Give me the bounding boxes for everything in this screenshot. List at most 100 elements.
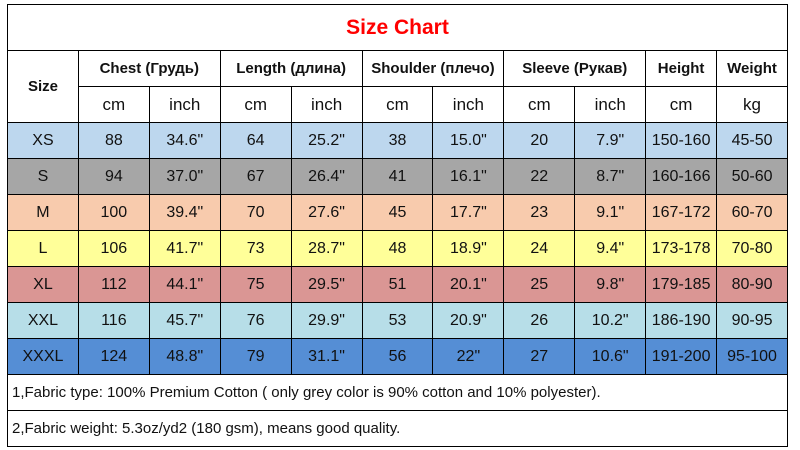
value-cell: 150-160	[645, 122, 718, 159]
value-cell: 18.9"	[432, 230, 505, 267]
note-fabric-weight: 2,Fabric weight: 5.3oz/yd2 (180 gsm), me…	[7, 410, 788, 447]
value-cell: 67	[219, 158, 292, 195]
table-row: XXL 116 45.7" 76 29.9" 53 20.9" 26 10.2" 186-190 9…	[7, 302, 788, 339]
table-row: XXXL 124 48.8" 79 31.1" 56 22" 27 10.6" 191-200 95…	[7, 338, 788, 375]
size-chart-table: Size Chart Size Chest (Грудь) Length (дл…	[7, 4, 788, 447]
value-cell: 9.1"	[574, 194, 647, 231]
size-cell: XXL	[7, 302, 79, 339]
value-cell: 8.7"	[574, 158, 647, 195]
value-cell: 95-100	[716, 338, 788, 375]
value-cell: 45-50	[716, 122, 788, 159]
value-cell: 75	[219, 266, 292, 303]
header-chest: Chest (Грудь)	[77, 50, 221, 87]
note-fabric-type: 1,Fabric type: 100% Premium Cotton ( onl…	[7, 374, 788, 411]
header-sleeve: Sleeve (Рукав)	[503, 50, 647, 87]
value-cell: 31.1"	[290, 338, 363, 375]
value-cell: 167-172	[645, 194, 718, 231]
value-cell: 116	[77, 302, 150, 339]
value-cell: 25.2"	[290, 122, 363, 159]
value-cell: 29.9"	[290, 302, 363, 339]
value-cell: 160-166	[645, 158, 718, 195]
units-row: cm inch cm inch cm inch cm inch cm kg	[8, 86, 788, 123]
unit-cell: cm	[219, 86, 292, 123]
value-cell: 106	[77, 230, 150, 267]
value-cell: 100	[77, 194, 150, 231]
value-cell: 70-80	[716, 230, 788, 267]
table-row: S 94 37.0" 67 26.4" 41 16.1" 22 8.7" 160-166 50-60	[7, 158, 788, 195]
value-cell: 20.9"	[432, 302, 505, 339]
value-cell: 15.0"	[432, 122, 505, 159]
unit-cell: cm	[503, 86, 576, 123]
header-height: Height	[645, 50, 718, 87]
value-cell: 41.7"	[148, 230, 221, 267]
value-cell: 90-95	[716, 302, 788, 339]
value-cell: 38	[361, 122, 434, 159]
value-cell: 51	[361, 266, 434, 303]
header-size: Size	[7, 50, 79, 123]
value-cell: 44.1"	[148, 266, 221, 303]
value-cell: 94	[77, 158, 150, 195]
unit-cell: cm	[77, 86, 150, 123]
value-cell: 10.6"	[574, 338, 647, 375]
value-cell: 22	[503, 158, 576, 195]
value-cell: 48	[361, 230, 434, 267]
unit-cell: kg	[716, 86, 788, 123]
value-cell: 7.9"	[574, 122, 647, 159]
table-row: XS 88 34.6" 64 25.2" 38 15.0" 20 7.9" 150-160 45-5…	[7, 122, 788, 159]
chart-title: Size Chart	[7, 4, 788, 51]
value-cell: 25	[503, 266, 576, 303]
value-cell: 88	[77, 122, 150, 159]
table-row: M 100 39.4" 70 27.6" 45 17.7" 23 9.1" 167-172 60-7…	[7, 194, 788, 231]
value-cell: 186-190	[645, 302, 718, 339]
value-cell: 27.6"	[290, 194, 363, 231]
value-cell: 48.8"	[148, 338, 221, 375]
value-cell: 26	[503, 302, 576, 339]
value-cell: 60-70	[716, 194, 788, 231]
unit-cell: cm	[361, 86, 434, 123]
value-cell: 39.4"	[148, 194, 221, 231]
value-cell: 80-90	[716, 266, 788, 303]
value-cell: 16.1"	[432, 158, 505, 195]
value-cell: 76	[219, 302, 292, 339]
value-cell: 34.6"	[148, 122, 221, 159]
value-cell: 173-178	[645, 230, 718, 267]
unit-cell: inch	[432, 86, 505, 123]
value-cell: 73	[219, 230, 292, 267]
value-cell: 45.7"	[148, 302, 221, 339]
size-cell: XL	[7, 266, 79, 303]
value-cell: 112	[77, 266, 150, 303]
value-cell: 56	[361, 338, 434, 375]
value-cell: 124	[77, 338, 150, 375]
value-cell: 29.5"	[290, 266, 363, 303]
value-cell: 10.2"	[574, 302, 647, 339]
value-cell: 24	[503, 230, 576, 267]
value-cell: 179-185	[645, 266, 718, 303]
value-cell: 28.7"	[290, 230, 363, 267]
value-cell: 70	[219, 194, 292, 231]
unit-cell: cm	[645, 86, 718, 123]
value-cell: 53	[361, 302, 434, 339]
header-length: Length (длина)	[219, 50, 363, 87]
value-cell: 27	[503, 338, 576, 375]
size-cell: L	[7, 230, 79, 267]
value-cell: 41	[361, 158, 434, 195]
table-row: XL 112 44.1" 75 29.5" 51 20.1" 25 9.8" 179-185 80-…	[7, 266, 788, 303]
size-cell: S	[7, 158, 79, 195]
header-shoulder: Shoulder (плечо)	[361, 50, 505, 87]
value-cell: 20.1"	[432, 266, 505, 303]
value-cell: 23	[503, 194, 576, 231]
value-cell: 191-200	[645, 338, 718, 375]
value-cell: 22"	[432, 338, 505, 375]
value-cell: 79	[219, 338, 292, 375]
unit-cell: inch	[148, 86, 221, 123]
value-cell: 9.4"	[574, 230, 647, 267]
value-cell: 20	[503, 122, 576, 159]
unit-cell: inch	[290, 86, 363, 123]
value-cell: 17.7"	[432, 194, 505, 231]
value-cell: 45	[361, 194, 434, 231]
value-cell: 9.8"	[574, 266, 647, 303]
table-row: L 106 41.7" 73 28.7" 48 18.9" 24 9.4" 173-178 70-8…	[7, 230, 788, 267]
value-cell: 50-60	[716, 158, 788, 195]
unit-cell: inch	[574, 86, 647, 123]
size-cell: XS	[7, 122, 79, 159]
